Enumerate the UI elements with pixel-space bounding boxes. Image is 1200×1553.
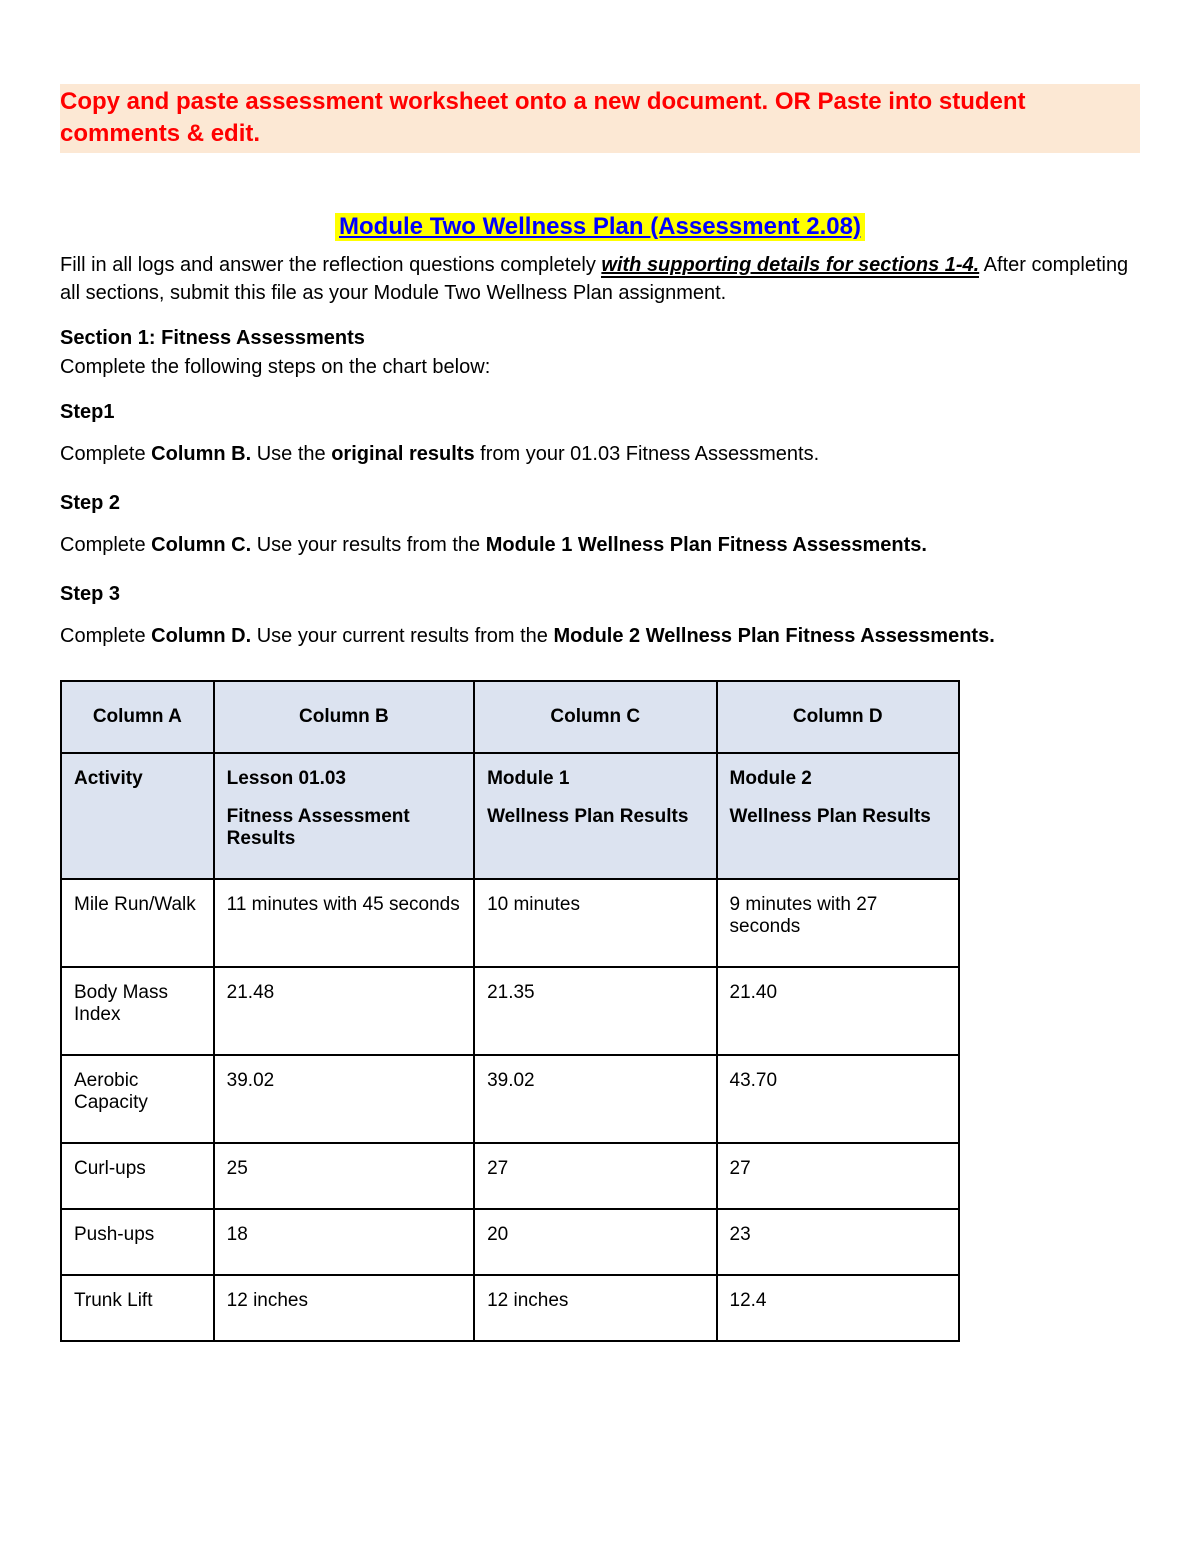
col-d-header: Column D [717, 681, 959, 753]
intro-paragraph: Fill in all logs and answer the reflecti… [60, 251, 1140, 307]
step2-text: Complete Column C. Use your results from… [60, 531, 1140, 559]
warning-banner: Copy and paste assessment worksheet onto… [60, 84, 1140, 153]
table-row: Curl-ups 25 27 27 [61, 1143, 959, 1209]
lesson-header: Lesson 01.03 Fitness Assessment Results [214, 753, 474, 879]
intro-emphasis: with supporting details for sections 1-4… [601, 254, 979, 278]
module1-header: Module 1 Wellness Plan Results [474, 753, 716, 879]
col-c-header: Column C [474, 681, 716, 753]
step3-label: Step 3 [60, 583, 1140, 606]
step1-label: Step1 [60, 401, 1140, 424]
col-b-header: Column B [214, 681, 474, 753]
warning-text: Copy and paste assessment worksheet onto… [60, 88, 1026, 147]
fitness-table-container: Column A Column B Column C Column D Acti… [60, 680, 1140, 1342]
step3-text: Complete Column D. Use your current resu… [60, 622, 1140, 650]
table-header-row2: Activity Lesson 01.03 Fitness Assessment… [61, 753, 959, 879]
step1-text: Complete Column B. Use the original resu… [60, 440, 1140, 468]
table-row: Push-ups 18 20 23 [61, 1209, 959, 1275]
col-a-header: Column A [61, 681, 214, 753]
title-container: Module Two Wellness Plan (Assessment 2.0… [60, 213, 1140, 241]
main-title: Module Two Wellness Plan (Assessment 2.0… [335, 213, 865, 241]
activity-header: Activity [61, 753, 214, 879]
step2-label: Step 2 [60, 492, 1140, 515]
table-row: Aerobic Capacity 39.02 39.02 43.70 [61, 1055, 959, 1143]
fitness-table: Column A Column B Column C Column D Acti… [60, 680, 960, 1342]
module2-header: Module 2 Wellness Plan Results [717, 753, 959, 879]
table-header-row1: Column A Column B Column C Column D [61, 681, 959, 753]
section1-sub: Complete the following steps on the char… [60, 356, 1140, 379]
section1-heading: Section 1: Fitness Assessments [60, 327, 1140, 350]
table-row: Body Mass Index 21.48 21.35 21.40 [61, 967, 959, 1055]
table-row: Trunk Lift 12 inches 12 inches 12.4 [61, 1275, 959, 1341]
table-body: Mile Run/Walk 11 minutes with 45 seconds… [61, 879, 959, 1341]
table-row: Mile Run/Walk 11 minutes with 45 seconds… [61, 879, 959, 967]
intro-part1: Fill in all logs and answer the reflecti… [60, 254, 601, 276]
